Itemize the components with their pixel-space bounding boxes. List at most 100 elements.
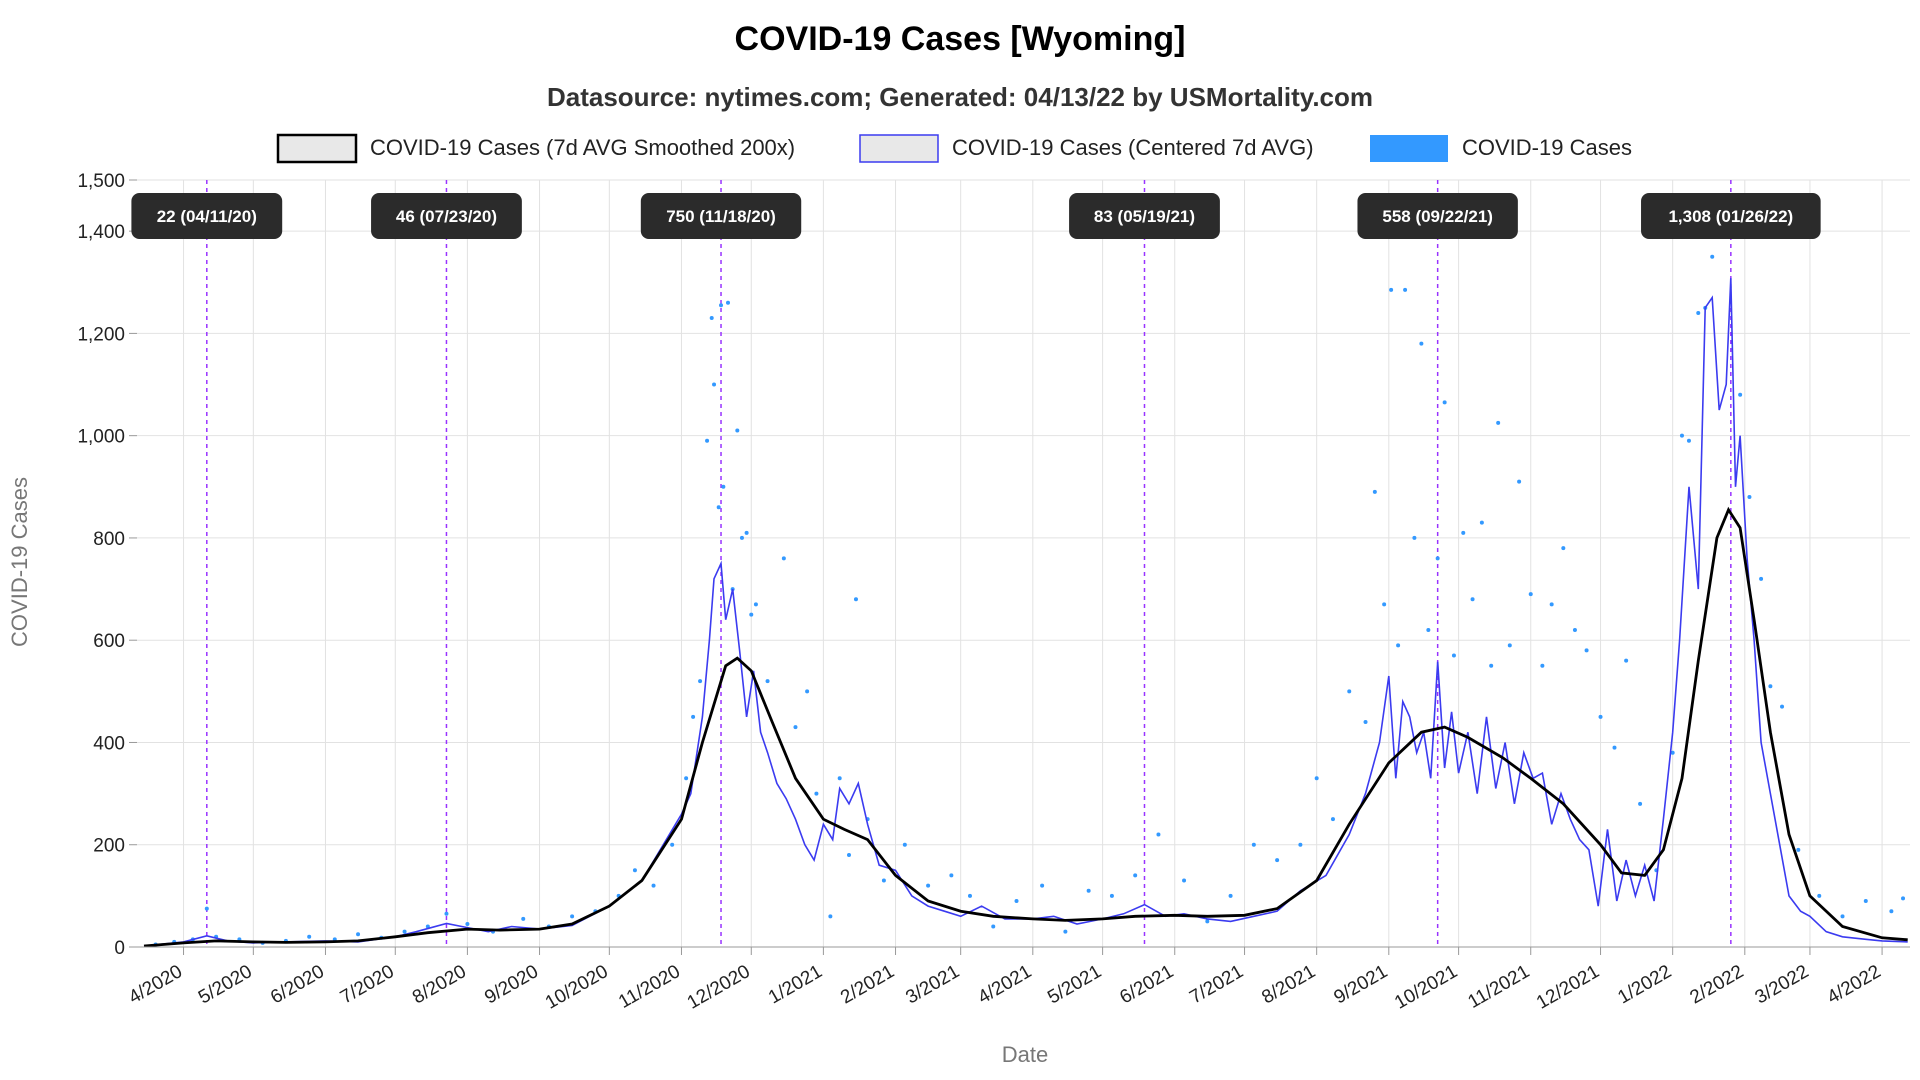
x-tick-label: 5/2020 [195,961,256,1008]
x-tick-label: 4/2020 [125,961,186,1008]
daily-case-point [1507,643,1512,648]
x-tick-label: 3/2022 [1752,961,1813,1008]
daily-case-point [1461,530,1466,535]
daily-case-point [1382,602,1387,607]
daily-case-point [793,725,798,730]
daily-case-point [1817,893,1822,898]
annotation-label-box [1357,193,1518,239]
daily-case-point [1598,714,1603,719]
x-tick-label: 8/2020 [409,961,470,1008]
x-tick-label: 1/2021 [765,961,826,1008]
daily-case-point [402,929,407,934]
daily-case-point [1679,433,1684,438]
daily-case-point [1251,842,1256,847]
daily-case-point [1040,883,1045,888]
y-tick-label: 400 [93,733,125,754]
daily-case-point [1840,914,1845,919]
annotation-label: 83 (05/19/21) [1094,207,1195,226]
daily-case-point [726,300,730,305]
x-tick-label: 10/2021 [1391,961,1461,1014]
daily-case-point [1389,287,1394,292]
daily-case-point [1584,648,1589,653]
daily-case-point [1133,873,1138,878]
daily-case-point [1426,627,1431,632]
series-line-centered [143,278,1908,947]
x-axis-ticks: 4/2020 5/2020 6/2020 7/2020 8/2020 9/2020 10/2… [125,947,1885,1014]
daily-case-point [570,914,575,919]
daily-case-point [765,679,770,684]
x-tick-label: 9/2021 [1330,961,1391,1008]
daily-case-point [1572,627,1577,632]
daily-case-point [1156,832,1161,837]
daily-case-point [1670,750,1675,755]
daily-case-point [1489,663,1494,668]
daily-case-point [805,689,810,694]
daily-case-point [1796,847,1801,852]
annotation-labels: 22 (04/11/20) 46 (07/23/20) 750 (11/18/20)… [131,193,1821,239]
annotation-label-box [640,193,802,239]
daily-case-point [1063,929,1068,934]
daily-case-point [712,382,717,387]
daily-case-point [465,921,470,926]
daily-case-point [691,714,696,719]
daily-case-point [828,914,833,919]
x-tick-label: 6/2021 [1116,961,1177,1008]
daily-case-point [991,924,996,929]
daily-case-point [1347,689,1352,694]
x-tick-label: 12/2020 [684,961,754,1014]
daily-case-point [1205,919,1210,924]
y-tick-label: 600 [93,631,125,652]
daily-case-point [719,303,724,308]
y-tick-label: 1,200 [77,324,125,345]
daily-case-point [1747,495,1752,500]
daily-case-point [632,868,637,873]
legend-item-smoothed[interactable]: COVID-19 Cases (7d AVG Smoothed 200x) [276,133,795,164]
daily-case-point [902,842,907,847]
daily-case-point [1710,254,1715,259]
daily-case-point [1540,663,1545,668]
x-tick-label: 9/2020 [481,961,542,1008]
daily-case-point [1780,704,1785,709]
daily-case-point [1451,653,1456,658]
daily-case-point [651,883,656,888]
daily-case-point [1696,310,1701,315]
daily-case-point [1638,801,1643,806]
daily-case-point [926,883,931,888]
daily-case-point [1182,878,1187,883]
daily-case-point [1768,684,1773,689]
daily-case-point [1612,745,1617,750]
legend: COVID-19 Cases (7d AVG Smoothed 200x) CO… [276,133,1632,164]
daily-case-point [1275,858,1280,863]
annotation-label-box [1069,193,1220,239]
daily-case-point [1228,893,1233,898]
y-axis-ticks: 0 200 400 600 800 1,000 1,200 1,400 1,500 [77,171,137,959]
daily-case-point [1901,896,1906,901]
daily-case-point [1686,438,1691,443]
daily-case-point [1363,720,1368,725]
x-tick-label: 6/2020 [267,961,328,1008]
daily-case-point [1863,898,1868,903]
daily-case-point [1442,400,1447,405]
daily-case-point [709,316,714,321]
daily-case-point [846,852,851,857]
annotation-label-box [371,193,522,239]
legend-swatch-daily [1370,135,1448,162]
daily-case-point [753,602,758,607]
daily-case-point [1528,592,1533,597]
daily-case-point [881,878,886,883]
daily-case-point [721,484,726,489]
legend-item-centered[interactable]: COVID-19 Cases (Centered 7d AVG) [859,134,1314,163]
daily-case-point [307,934,312,939]
annotation-label-box [131,193,283,239]
y-tick-label: 0 [114,938,125,959]
x-tick-label: 11/2020 [615,961,684,1013]
daily-case-point [1738,392,1743,397]
legend-label-centered: COVID-19 Cases (Centered 7d AVG) [952,135,1314,160]
legend-item-daily[interactable]: COVID-19 Cases [1370,135,1632,162]
daily-case-point [356,932,361,937]
daily-case-point [739,535,744,540]
legend-swatch-centered [859,134,939,163]
daily-case-point [1330,817,1335,822]
daily-case-point [837,776,842,781]
